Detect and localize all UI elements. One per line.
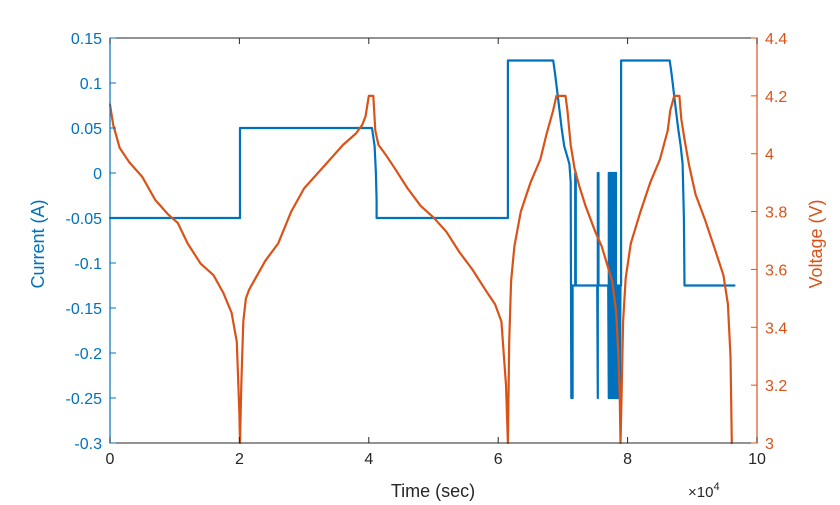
y-left-tick-label: 0.1 [80, 76, 102, 93]
y-right-tick-label: 4 [765, 147, 774, 164]
y-left-tick-label: 0.15 [71, 31, 102, 48]
x-axis-exponent: ×104 [688, 481, 720, 501]
plot-frame [109, 37, 758, 444]
x-axis-label: Time (sec) [391, 481, 475, 501]
y-left-tick-label: 0 [93, 166, 102, 183]
y-left-tick-label: -0.3 [74, 436, 102, 453]
y-right-tick-label: 4.4 [765, 31, 787, 48]
y-left-tick-label: -0.25 [66, 391, 103, 408]
plot-area [108, 59, 736, 445]
x-tick-label: 8 [623, 451, 632, 468]
x-axis-exponent-base: ×10 [688, 484, 713, 501]
x-tick-label: 6 [494, 451, 503, 468]
current-series-line [108, 59, 736, 400]
y-left-tick-label: -0.15 [66, 301, 103, 318]
x-tick-label: 2 [235, 451, 244, 468]
y-right-tick-label: 4.2 [765, 89, 787, 106]
axes: 0 2 4 6 8 10 0.15 0.1 0.05 0 -0.05 -0.1 -0.15 -0.2 -0.… [66, 31, 788, 468]
y-left-axis-label: Current (A) [28, 199, 48, 288]
y-left-tick-label: -0.05 [66, 211, 103, 228]
y-right-tick-label: 3 [765, 436, 774, 453]
y-left-tick-label: 0.05 [71, 121, 102, 138]
x-axis-exponent-power: 4 [713, 481, 719, 493]
x-tick-label: 0 [106, 451, 115, 468]
y-right-tick-label: 3.2 [765, 378, 787, 395]
y-right-axis-label: Voltage (V) [806, 199, 826, 288]
y-right-tick-label: 3.6 [765, 262, 787, 279]
y-right-tick-label: 3.8 [765, 205, 787, 222]
y-left-tick-label: -0.1 [74, 256, 102, 273]
x-tick-label: 10 [748, 451, 766, 468]
y-left-tick-label: -0.2 [74, 346, 102, 363]
voltage-series-line [108, 94, 733, 445]
x-tick-label: 4 [364, 451, 373, 468]
y-right-tick-label: 3.4 [765, 320, 787, 337]
